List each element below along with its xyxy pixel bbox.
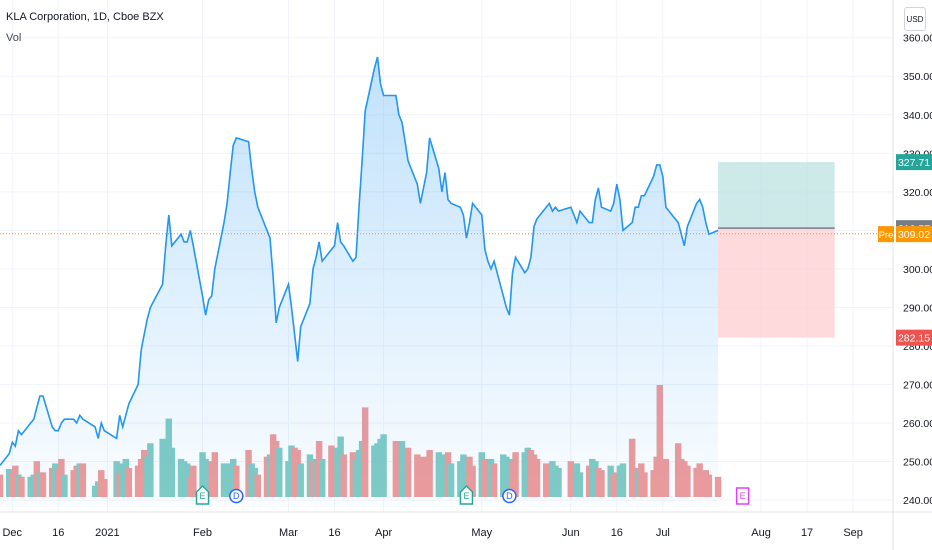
marker-label: E [463, 491, 469, 501]
x-tick-label: Apr [375, 527, 392, 539]
y-tick-label: 290.00 [903, 302, 932, 314]
x-tick-label: Dec [2, 527, 22, 539]
marker-label: E [200, 491, 206, 501]
x-tick-label: Sep [843, 527, 863, 539]
y-tick-label: 270.00 [903, 379, 932, 391]
y-tick-label: 300.00 [903, 264, 932, 276]
volume-legend: Vol [6, 32, 21, 44]
y-tick-label: 320.00 [903, 187, 932, 199]
x-tick-label: Jul [656, 527, 670, 539]
x-tick-label: Mar [279, 527, 298, 539]
x-tick-label: 16 [611, 527, 623, 539]
x-tick-label: 2021 [95, 527, 119, 539]
marker-label: D [233, 491, 240, 501]
y-tick-label: 260.00 [903, 418, 932, 430]
dividend-marker: D [503, 490, 516, 503]
price-label: 282.15 [896, 330, 932, 346]
x-tick-label: Aug [751, 527, 771, 539]
price-label-text: 309.02 [898, 229, 930, 241]
x-tick-label: 16 [328, 527, 340, 539]
x-tick-label: Feb [193, 527, 212, 539]
stop-zone [718, 228, 835, 338]
y-tick-label: 350.00 [903, 71, 932, 83]
marker-label: D [506, 491, 513, 501]
y-tick-label: 340.00 [903, 110, 932, 122]
dividend-marker: D [230, 490, 243, 503]
y-tick-label: 250.00 [903, 457, 932, 469]
price-label-text: 282.15 [898, 333, 930, 345]
price-label: Pre 309.02 [878, 226, 932, 242]
x-tick-label: Jun [562, 527, 580, 539]
price-label: 327.71 [896, 154, 932, 170]
chart-title: KLA Corporation, 1D, Cboe BZX [6, 11, 164, 23]
currency-button[interactable]: USD [904, 7, 926, 31]
price-label-text: 327.71 [898, 157, 930, 169]
price-prefix: Pre [879, 230, 894, 241]
x-tick-label: 16 [52, 527, 64, 539]
x-tick-label: 17 [801, 527, 813, 539]
marker-label: E [740, 491, 746, 501]
earnings-marker: E [737, 488, 749, 504]
y-tick-label: 360.00 [903, 33, 932, 45]
target-zone [718, 162, 835, 228]
y-tick-label: 240.00 [903, 495, 932, 507]
x-tick-label: May [471, 527, 492, 539]
